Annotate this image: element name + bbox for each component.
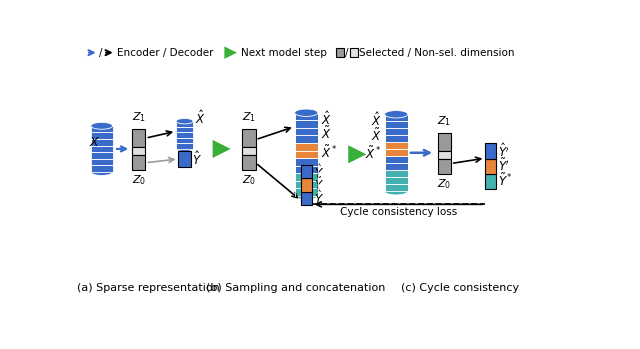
Text: $\hat{Y}$: $\hat{Y}$ bbox=[314, 163, 324, 181]
Text: /: / bbox=[345, 48, 349, 58]
Text: $\tilde{Y}^*$: $\tilde{Y}^*$ bbox=[499, 173, 513, 190]
Bar bbox=[385, 177, 408, 184]
Bar bbox=[485, 143, 496, 159]
Ellipse shape bbox=[294, 109, 318, 117]
Bar bbox=[132, 147, 145, 155]
Bar bbox=[91, 126, 113, 132]
Bar bbox=[385, 135, 408, 142]
Bar bbox=[294, 150, 318, 158]
Bar bbox=[176, 138, 193, 143]
Text: Selected / Non-sel. dimension: Selected / Non-sel. dimension bbox=[359, 48, 515, 58]
Bar bbox=[438, 133, 451, 151]
Text: Encoder / Decoder: Encoder / Decoder bbox=[117, 48, 214, 58]
Bar bbox=[294, 143, 318, 150]
Text: $\tilde{Y}'$: $\tilde{Y}'$ bbox=[499, 158, 510, 174]
Text: Cycle consistency loss: Cycle consistency loss bbox=[340, 207, 457, 217]
Bar bbox=[301, 178, 312, 192]
Text: $\hat{X}$: $\hat{X}$ bbox=[321, 110, 332, 128]
Bar bbox=[385, 163, 408, 170]
Bar bbox=[294, 158, 318, 166]
Bar bbox=[176, 121, 193, 127]
Text: $\tilde{X}^*$: $\tilde{X}^*$ bbox=[365, 146, 381, 163]
Text: (b) Sampling and concatenation: (b) Sampling and concatenation bbox=[206, 282, 385, 292]
Bar bbox=[385, 142, 408, 149]
Bar bbox=[385, 114, 408, 121]
Bar bbox=[294, 113, 318, 120]
Bar bbox=[243, 129, 255, 147]
Bar bbox=[91, 159, 113, 165]
Bar bbox=[438, 151, 451, 159]
Bar bbox=[294, 181, 318, 188]
Text: $Z_1$: $Z_1$ bbox=[132, 111, 146, 124]
Bar bbox=[349, 48, 358, 57]
Bar bbox=[294, 166, 318, 173]
Ellipse shape bbox=[91, 122, 113, 129]
Bar bbox=[385, 184, 408, 191]
Text: $Z_0$: $Z_0$ bbox=[242, 173, 256, 187]
Bar bbox=[301, 192, 312, 205]
Bar bbox=[294, 135, 318, 143]
Text: $Z_0$: $Z_0$ bbox=[437, 177, 451, 191]
Bar bbox=[91, 132, 113, 139]
Text: /: / bbox=[99, 48, 103, 58]
Text: $\tilde{Y}$: $\tilde{Y}$ bbox=[314, 177, 324, 193]
Text: $\hat{Y}'$: $\hat{Y}'$ bbox=[499, 142, 510, 160]
Bar bbox=[385, 121, 408, 128]
Bar bbox=[179, 151, 191, 166]
Text: $Z_0$: $Z_0$ bbox=[132, 173, 146, 187]
Bar bbox=[294, 173, 318, 181]
Ellipse shape bbox=[385, 187, 408, 195]
Bar bbox=[385, 156, 408, 163]
Text: (a) Sparse representation: (a) Sparse representation bbox=[77, 282, 220, 292]
Bar bbox=[132, 129, 145, 147]
Text: $\hat{X}$: $\hat{X}$ bbox=[195, 109, 206, 127]
Bar bbox=[301, 165, 312, 178]
Bar bbox=[294, 188, 318, 196]
Text: $\tilde{X}$: $\tilde{X}$ bbox=[371, 128, 381, 144]
Ellipse shape bbox=[176, 146, 193, 151]
Text: $Z_1$: $Z_1$ bbox=[242, 111, 256, 124]
Bar bbox=[485, 174, 496, 189]
Bar bbox=[294, 128, 318, 135]
Text: $\tilde{X}^*$: $\tilde{X}^*$ bbox=[321, 144, 337, 161]
Bar bbox=[176, 127, 193, 132]
Bar bbox=[385, 170, 408, 177]
Bar bbox=[176, 143, 193, 149]
Text: $\hat{Y}$: $\hat{Y}$ bbox=[193, 150, 202, 168]
Bar bbox=[336, 48, 344, 57]
Bar bbox=[243, 147, 255, 155]
Bar bbox=[91, 152, 113, 159]
Bar bbox=[243, 155, 255, 170]
Ellipse shape bbox=[91, 169, 113, 176]
Bar bbox=[385, 149, 408, 156]
Text: $\hat{X}$: $\hat{X}$ bbox=[371, 111, 381, 129]
Bar bbox=[91, 146, 113, 152]
Bar bbox=[385, 128, 408, 135]
Text: $X$: $X$ bbox=[90, 136, 100, 149]
Bar bbox=[132, 155, 145, 170]
Bar bbox=[294, 120, 318, 128]
Bar bbox=[91, 139, 113, 146]
Ellipse shape bbox=[294, 192, 318, 200]
Bar bbox=[91, 165, 113, 172]
Text: (c) Cycle consistency: (c) Cycle consistency bbox=[401, 282, 519, 292]
Bar bbox=[485, 159, 496, 174]
Bar bbox=[176, 132, 193, 138]
Text: $\hat{Y}$: $\hat{Y}$ bbox=[314, 190, 324, 207]
Ellipse shape bbox=[176, 118, 193, 124]
Bar bbox=[438, 159, 451, 174]
Text: Next model step: Next model step bbox=[241, 48, 327, 58]
Ellipse shape bbox=[385, 111, 408, 118]
Text: $\tilde{X}$: $\tilde{X}$ bbox=[321, 126, 332, 142]
Text: $Z_1$: $Z_1$ bbox=[437, 114, 451, 128]
